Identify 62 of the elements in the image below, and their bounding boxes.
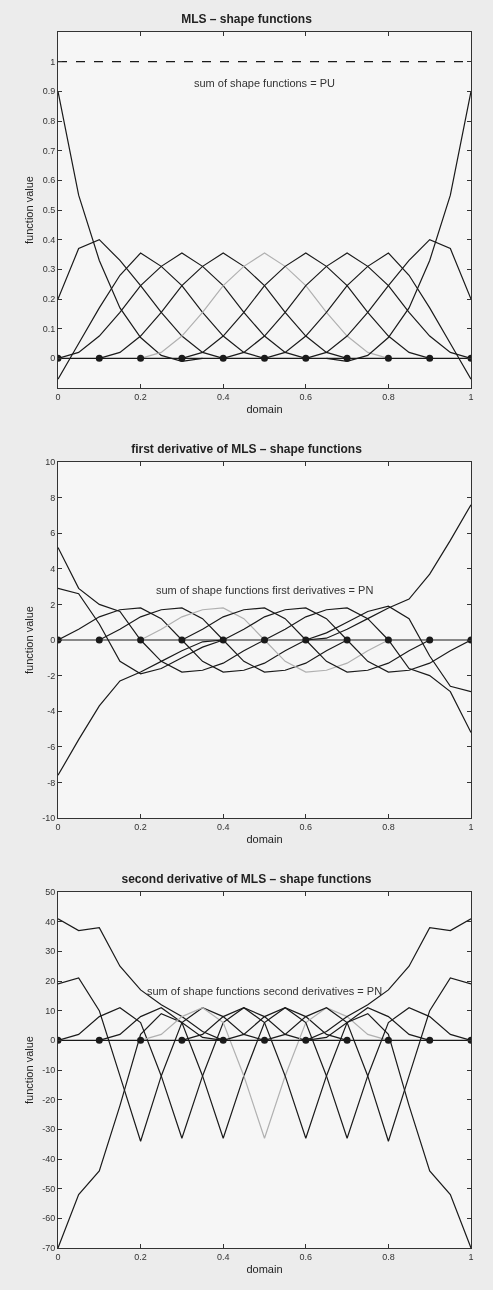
y-tick-label: 10 [45,457,56,468]
x-axis-title: domain [246,1263,283,1275]
x-tick-label: 0.6 [299,821,313,832]
y-tick-label: 0.6 [42,175,56,186]
y-tick-label: -10 [42,1065,56,1076]
y-tick-label: 0.4 [42,234,56,245]
x-tick-label: 1 [468,1251,474,1262]
y-tick-label: 20 [45,976,56,987]
x-tick-label: 0.2 [134,821,147,832]
x-axis-title: domain [246,833,283,845]
y-tick-label: 0.8 [42,116,56,127]
y-axis-title: function value [22,606,35,674]
x-tick-label: 0.4 [216,821,230,832]
y-tick-label: 40 [45,916,56,927]
x-tick-label: 0.4 [216,1251,230,1262]
y-tick-label: 0 [50,1035,56,1046]
chart-title: MLS – shape functions [181,11,313,26]
y-tick-label: -70 [42,1243,56,1254]
y-tick-label: -20 [42,1094,56,1105]
x-tick-label: 1 [468,391,474,402]
y-tick-label: -60 [42,1213,56,1224]
x-tick-label: 0.4 [216,391,230,402]
y-tick-label: 0.5 [42,205,56,216]
y-tick-label: 2 [50,599,56,610]
x-tick-label: 0.8 [382,1251,395,1262]
x-tick-label: 0.2 [134,391,147,402]
annotation: sum of shape functions second derivatives = PN [147,985,383,997]
y-tick-label: 8 [50,492,56,503]
y-tick-label: -50 [42,1183,56,1194]
x-tick-label: 0.2 [134,1251,147,1262]
chart-title: second derivative of MLS – shape functions [121,871,372,886]
annotation: sum of shape functions first derivatives = PN [156,584,374,596]
y-tick-label: -10 [42,813,56,824]
y-tick-label: 0.9 [42,86,56,97]
y-tick-label: 0.1 [42,323,56,334]
y-tick-label: -2 [47,670,56,681]
x-tick-label: 0.6 [299,391,313,402]
x-tick-label: 1 [468,821,474,832]
x-tick-label: 0.6 [299,1251,313,1262]
x-tick-label: 0.8 [382,391,395,402]
y-tick-label: 0 [50,635,56,646]
y-tick-label: 0.2 [42,294,56,305]
y-tick-label: -8 [47,777,56,788]
y-tick-label: -40 [42,1154,56,1165]
y-tick-label: 1 [50,56,56,67]
y-tick-label: 30 [45,946,56,957]
y-tick-label: 4 [50,563,56,574]
y-tick-label: 0 [50,353,56,364]
y-tick-label: -4 [47,706,56,717]
annotation: sum of shape functions = PU [194,77,335,89]
y-axis-title: function value [23,176,36,244]
y-tick-label: -6 [47,741,56,752]
y-tick-label: 0.3 [42,264,56,275]
y-axis-title: function value [22,1036,35,1104]
x-tick-label: 0.8 [382,821,395,832]
y-tick-label: 50 [45,887,56,898]
chart-title: first derivative of MLS – shape functions [131,441,363,456]
y-tick-label: 0.7 [42,145,56,156]
x-axis-title: domain [246,403,283,415]
y-tick-label: 6 [50,528,56,539]
y-tick-label: -30 [42,1124,56,1135]
y-tick-label: 10 [45,1005,56,1016]
